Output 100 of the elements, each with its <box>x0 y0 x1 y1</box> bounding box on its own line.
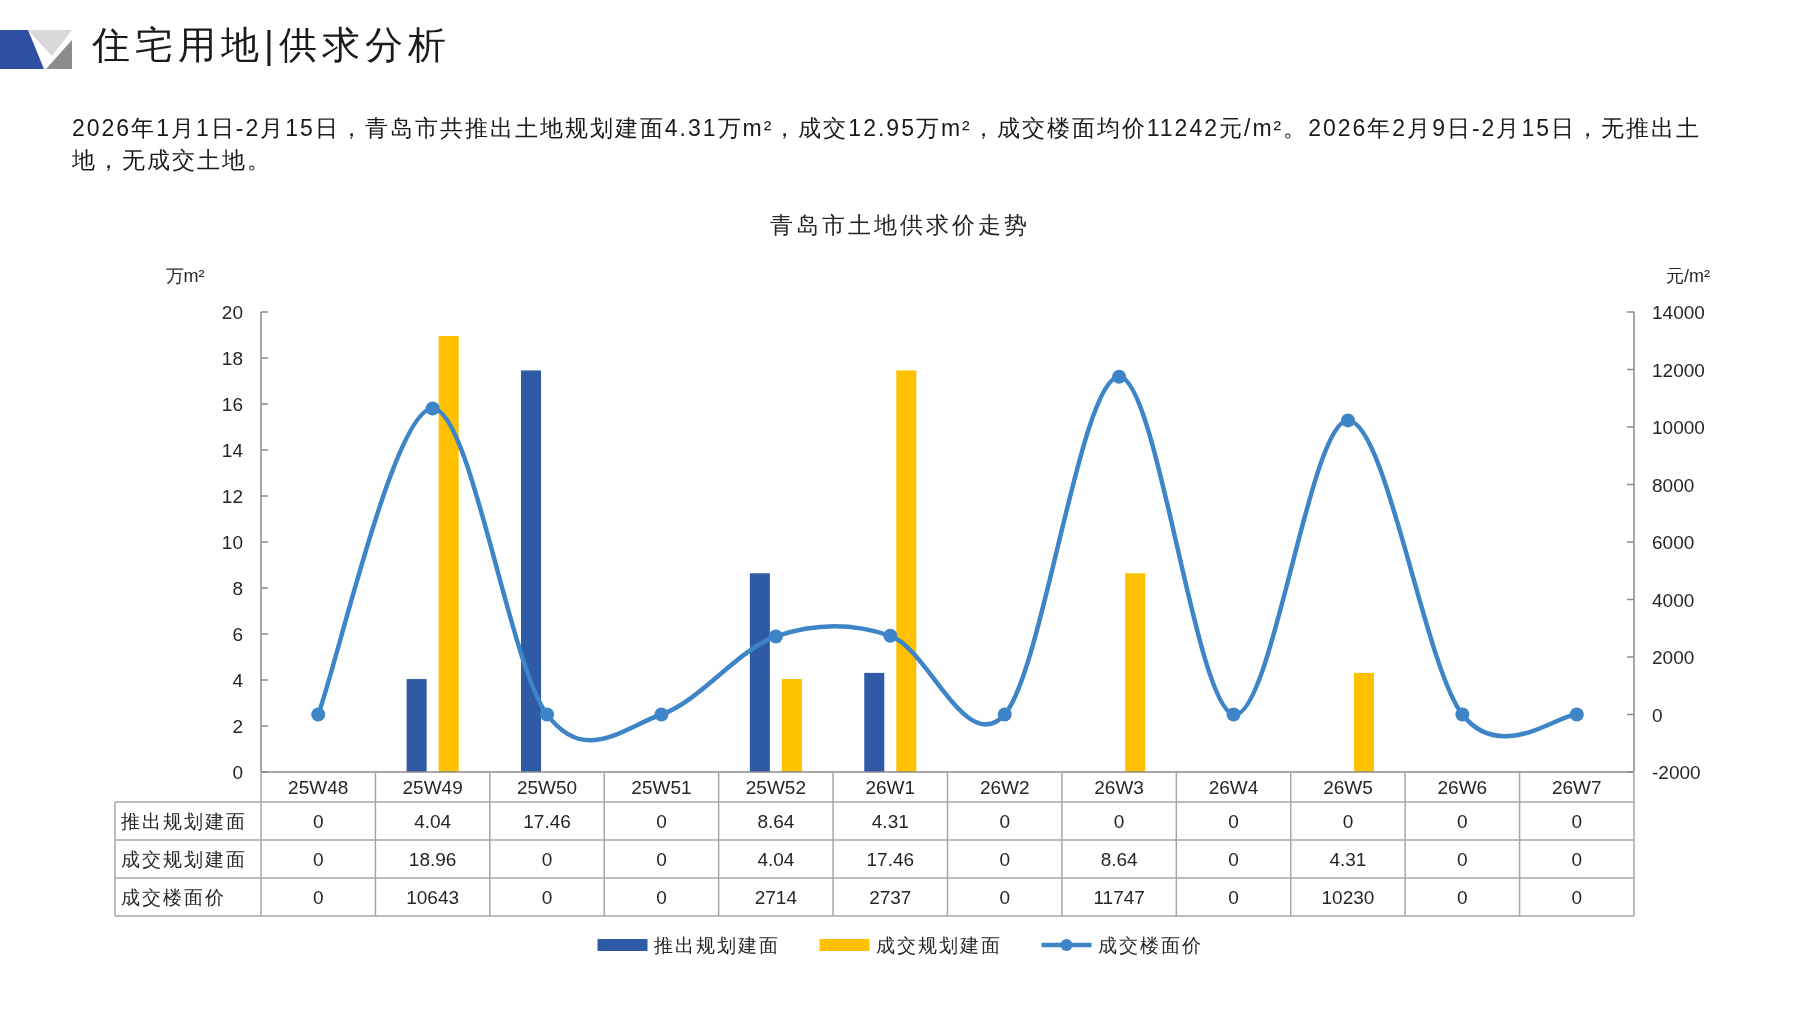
y-tick-label: 18 <box>221 348 243 369</box>
bar <box>896 370 917 772</box>
data-label: 0 <box>1228 887 1239 908</box>
x-tick-label: 25W49 <box>402 777 463 798</box>
y2-tick-label: 4000 <box>1652 589 1695 611</box>
data-label: 0 <box>312 811 324 832</box>
text: 成交规划建面 <box>121 849 247 870</box>
y-tick-label: 20 <box>221 302 243 323</box>
data-label: 2714 <box>754 887 798 908</box>
y2-axis-title: 元/m² <box>1666 266 1710 286</box>
data-label: 0 <box>541 849 553 870</box>
text: 推出规划建面 <box>121 811 247 832</box>
y-tick-label: 14 <box>221 440 244 461</box>
y-tick-label: 6 <box>232 624 243 645</box>
data-label: 0 <box>541 887 553 908</box>
y-tick-label: 4 <box>232 670 244 691</box>
y-axis-title: 万m² <box>165 266 205 286</box>
y-tick-label: 16 <box>221 394 243 415</box>
bar <box>1353 672 1374 772</box>
y-tick-label: 8 <box>232 578 243 599</box>
bar <box>781 679 802 772</box>
y2-tick-label: -2000 <box>1652 762 1701 783</box>
x-tick-label: 26W3 <box>1094 777 1144 798</box>
y2-tick-label: 14000 <box>1652 302 1705 323</box>
bar <box>521 370 542 772</box>
data-label: 4.31 <box>1329 849 1367 870</box>
data-label: 10643 <box>406 887 460 908</box>
bar <box>1125 573 1146 772</box>
data-label: 10230 <box>1321 887 1375 908</box>
data-label: 11747 <box>1093 887 1145 908</box>
chart-title: 青岛市土地供求价走势 <box>770 212 1030 238</box>
data-label: 8.64 <box>1100 849 1139 870</box>
point <box>997 707 1012 722</box>
data-label: 4.04 <box>414 811 452 832</box>
point <box>768 629 783 644</box>
data-label: 0 <box>656 849 667 870</box>
point <box>1340 413 1355 428</box>
data-label: 17.46 <box>866 849 915 870</box>
bar <box>864 672 885 772</box>
data-label: 0 <box>1228 849 1239 870</box>
x-tick-label: 25W52 <box>745 777 806 798</box>
point <box>1569 707 1584 722</box>
y2-tick-label: 8000 <box>1652 474 1695 496</box>
data-label: 0 <box>1457 811 1468 832</box>
data-label: 18.96 <box>408 849 457 870</box>
data-label: 0 <box>999 887 1010 908</box>
data-label: 17.46 <box>523 811 571 832</box>
point <box>540 707 555 722</box>
data-label: 0 <box>656 887 667 908</box>
data-label: 4.31 <box>871 811 909 832</box>
text: 住宅用地|供求分析 <box>92 23 451 68</box>
y-tick-label: 2 <box>232 716 243 737</box>
x-tick-label: 26W2 <box>979 777 1030 798</box>
point <box>654 707 669 722</box>
data-label: 0 <box>1457 849 1468 870</box>
x-tick-label: 26W7 <box>1551 777 1602 798</box>
data-label: 0 <box>1228 811 1239 832</box>
data-label: 0 <box>1457 887 1468 908</box>
y-tick-label: 0 <box>232 762 243 783</box>
legend-label: 成交楼面价 <box>1097 935 1203 956</box>
x-tick-label: 25W48 <box>288 777 349 798</box>
point <box>425 401 440 416</box>
data-label: 0 <box>1571 811 1583 832</box>
x-tick-label: 26W4 <box>1208 777 1259 798</box>
point <box>311 707 326 722</box>
data-label: 0 <box>999 811 1010 832</box>
text: 成交楼面价 <box>121 887 226 908</box>
data-label: 2737 <box>869 887 912 908</box>
legend-label: 推出规划建面 <box>653 935 780 956</box>
y2-tick-label: 12000 <box>1652 359 1705 381</box>
y2-tick-label: 6000 <box>1652 532 1695 553</box>
data-label: 0 <box>312 849 324 870</box>
x-tick-label: 25W50 <box>516 777 578 798</box>
y2-tick-label: 10000 <box>1652 417 1705 438</box>
point <box>1112 369 1127 384</box>
x-tick-label: 26W5 <box>1323 777 1373 798</box>
data-label: 4.04 <box>757 849 795 870</box>
data-label: 0 <box>999 849 1010 870</box>
data-label: 8.64 <box>757 811 795 832</box>
data-label: 0 <box>656 811 667 832</box>
point <box>883 628 898 643</box>
bar <box>749 573 770 772</box>
y-tick-label: 12 <box>221 486 243 507</box>
data-label: 0 <box>1571 887 1583 908</box>
data-label: 0 <box>312 887 324 908</box>
point <box>1455 707 1470 722</box>
data-label: 0 <box>1113 811 1125 832</box>
data-label: 0 <box>1571 849 1583 870</box>
x-tick-label: 25W51 <box>631 777 692 798</box>
x-tick-label: 26W6 <box>1437 777 1488 798</box>
bar <box>438 335 459 772</box>
data-label: 0 <box>1342 811 1354 832</box>
y2-tick-label: 2000 <box>1652 647 1695 668</box>
point <box>1226 707 1241 722</box>
y-tick-label: 10 <box>221 532 243 553</box>
bar <box>406 679 427 772</box>
legend-label: 成交规划建面 <box>875 935 1002 956</box>
x-tick-label: 26W1 <box>865 777 916 798</box>
y2-tick-label: 0 <box>1652 704 1663 726</box>
text: 2026年1月1日-2月15日，青岛市共推出土地规划建面4.31万m²，成交12.95万m²，成交楼面均价11242元/m²。2026年2月9日-2月15日，无推出土地，无成交土地。 <box>72 114 1702 175</box>
